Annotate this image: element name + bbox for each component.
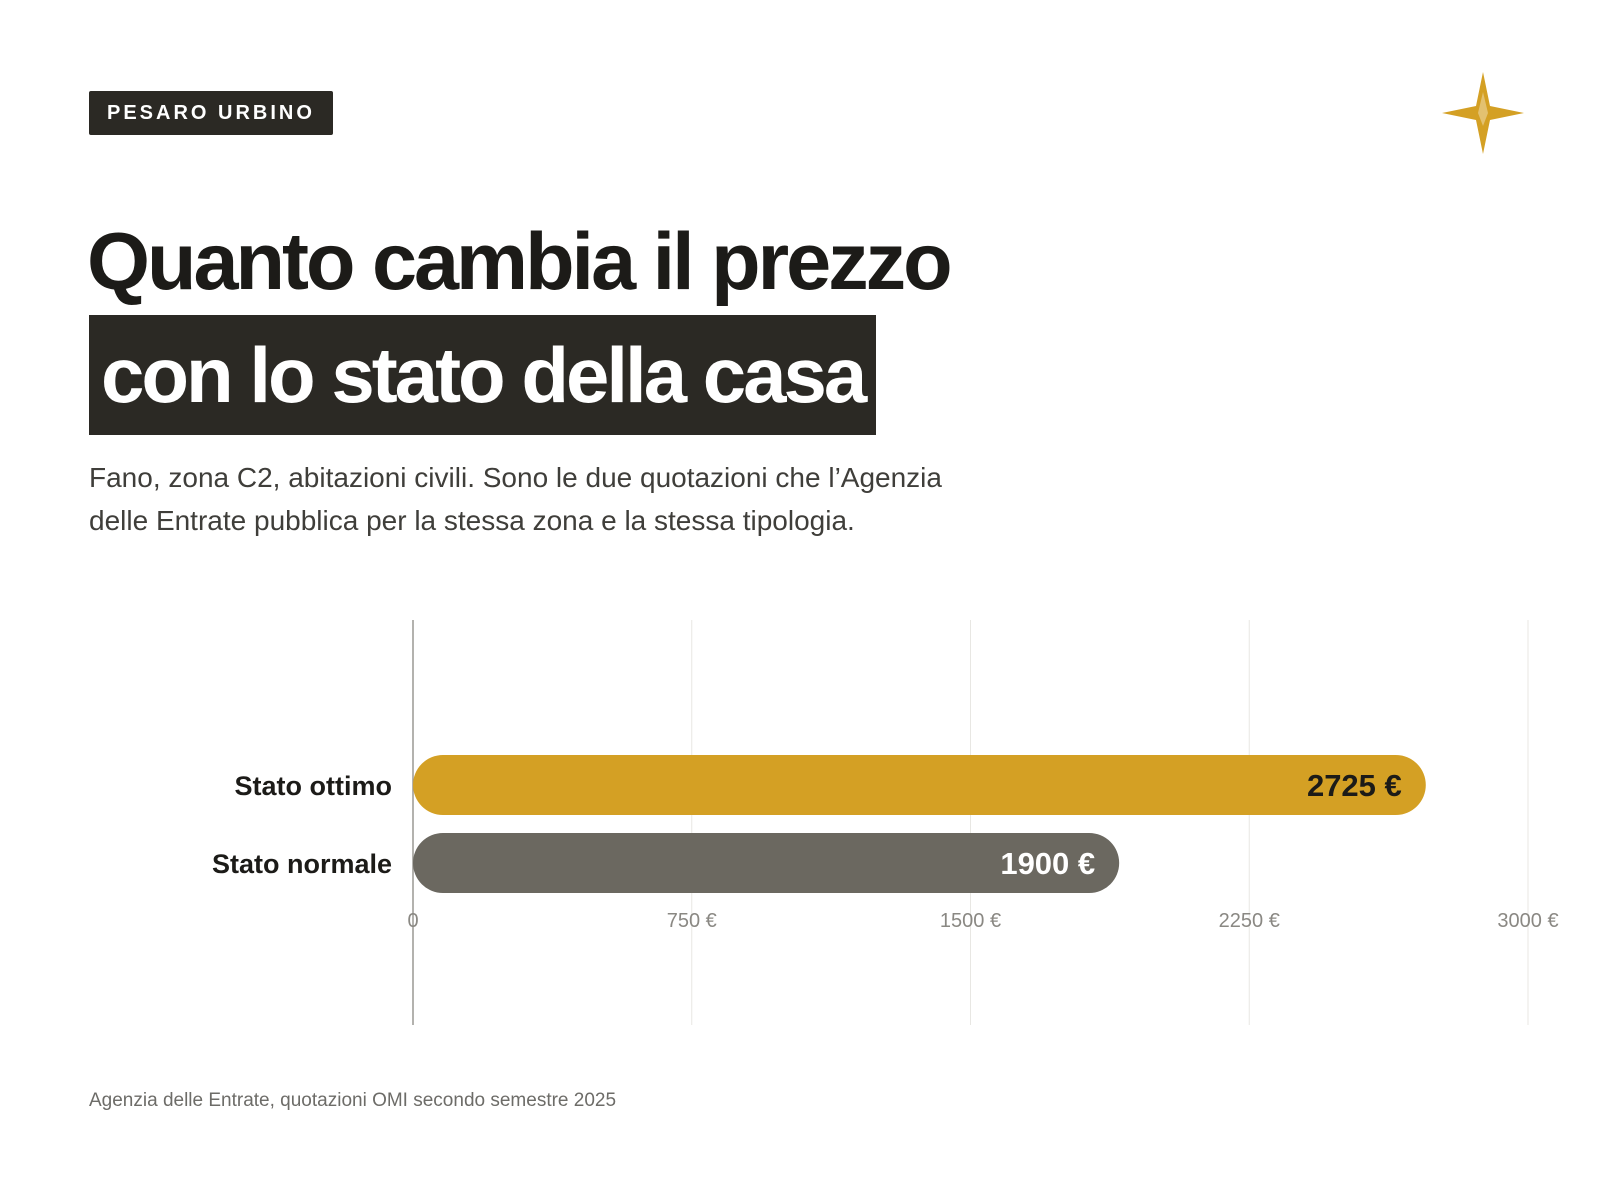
x-tick-label: 1500 € [940, 910, 1001, 932]
bar-value-label: 1900 € [1000, 846, 1095, 881]
category-label: Stato ottimo [235, 771, 392, 801]
subtitle: Fano, zona C2, abitazioni civili. Sono l… [89, 462, 942, 536]
region-tag: PESARO URBINO [89, 91, 333, 135]
x-tick-label: 750 € [667, 910, 717, 932]
source-note: Agenzia delle Entrate, quotazioni OMI se… [89, 1090, 617, 1111]
x-tick-label: 2250 € [1219, 910, 1280, 932]
four-point-star-logo-icon [1442, 72, 1524, 154]
title-line-1: Quanto cambia il prezzo [87, 217, 953, 307]
x-tick-label: 0 [407, 910, 418, 932]
bar-value-label: 2725 € [1307, 768, 1402, 803]
bar [413, 833, 1120, 893]
category-label: Stato normale [212, 849, 392, 879]
bar [413, 755, 1426, 815]
x-tick-label: 3000 € [1497, 910, 1558, 932]
title-line-2-highlight: con lo stato della casa [89, 315, 877, 435]
